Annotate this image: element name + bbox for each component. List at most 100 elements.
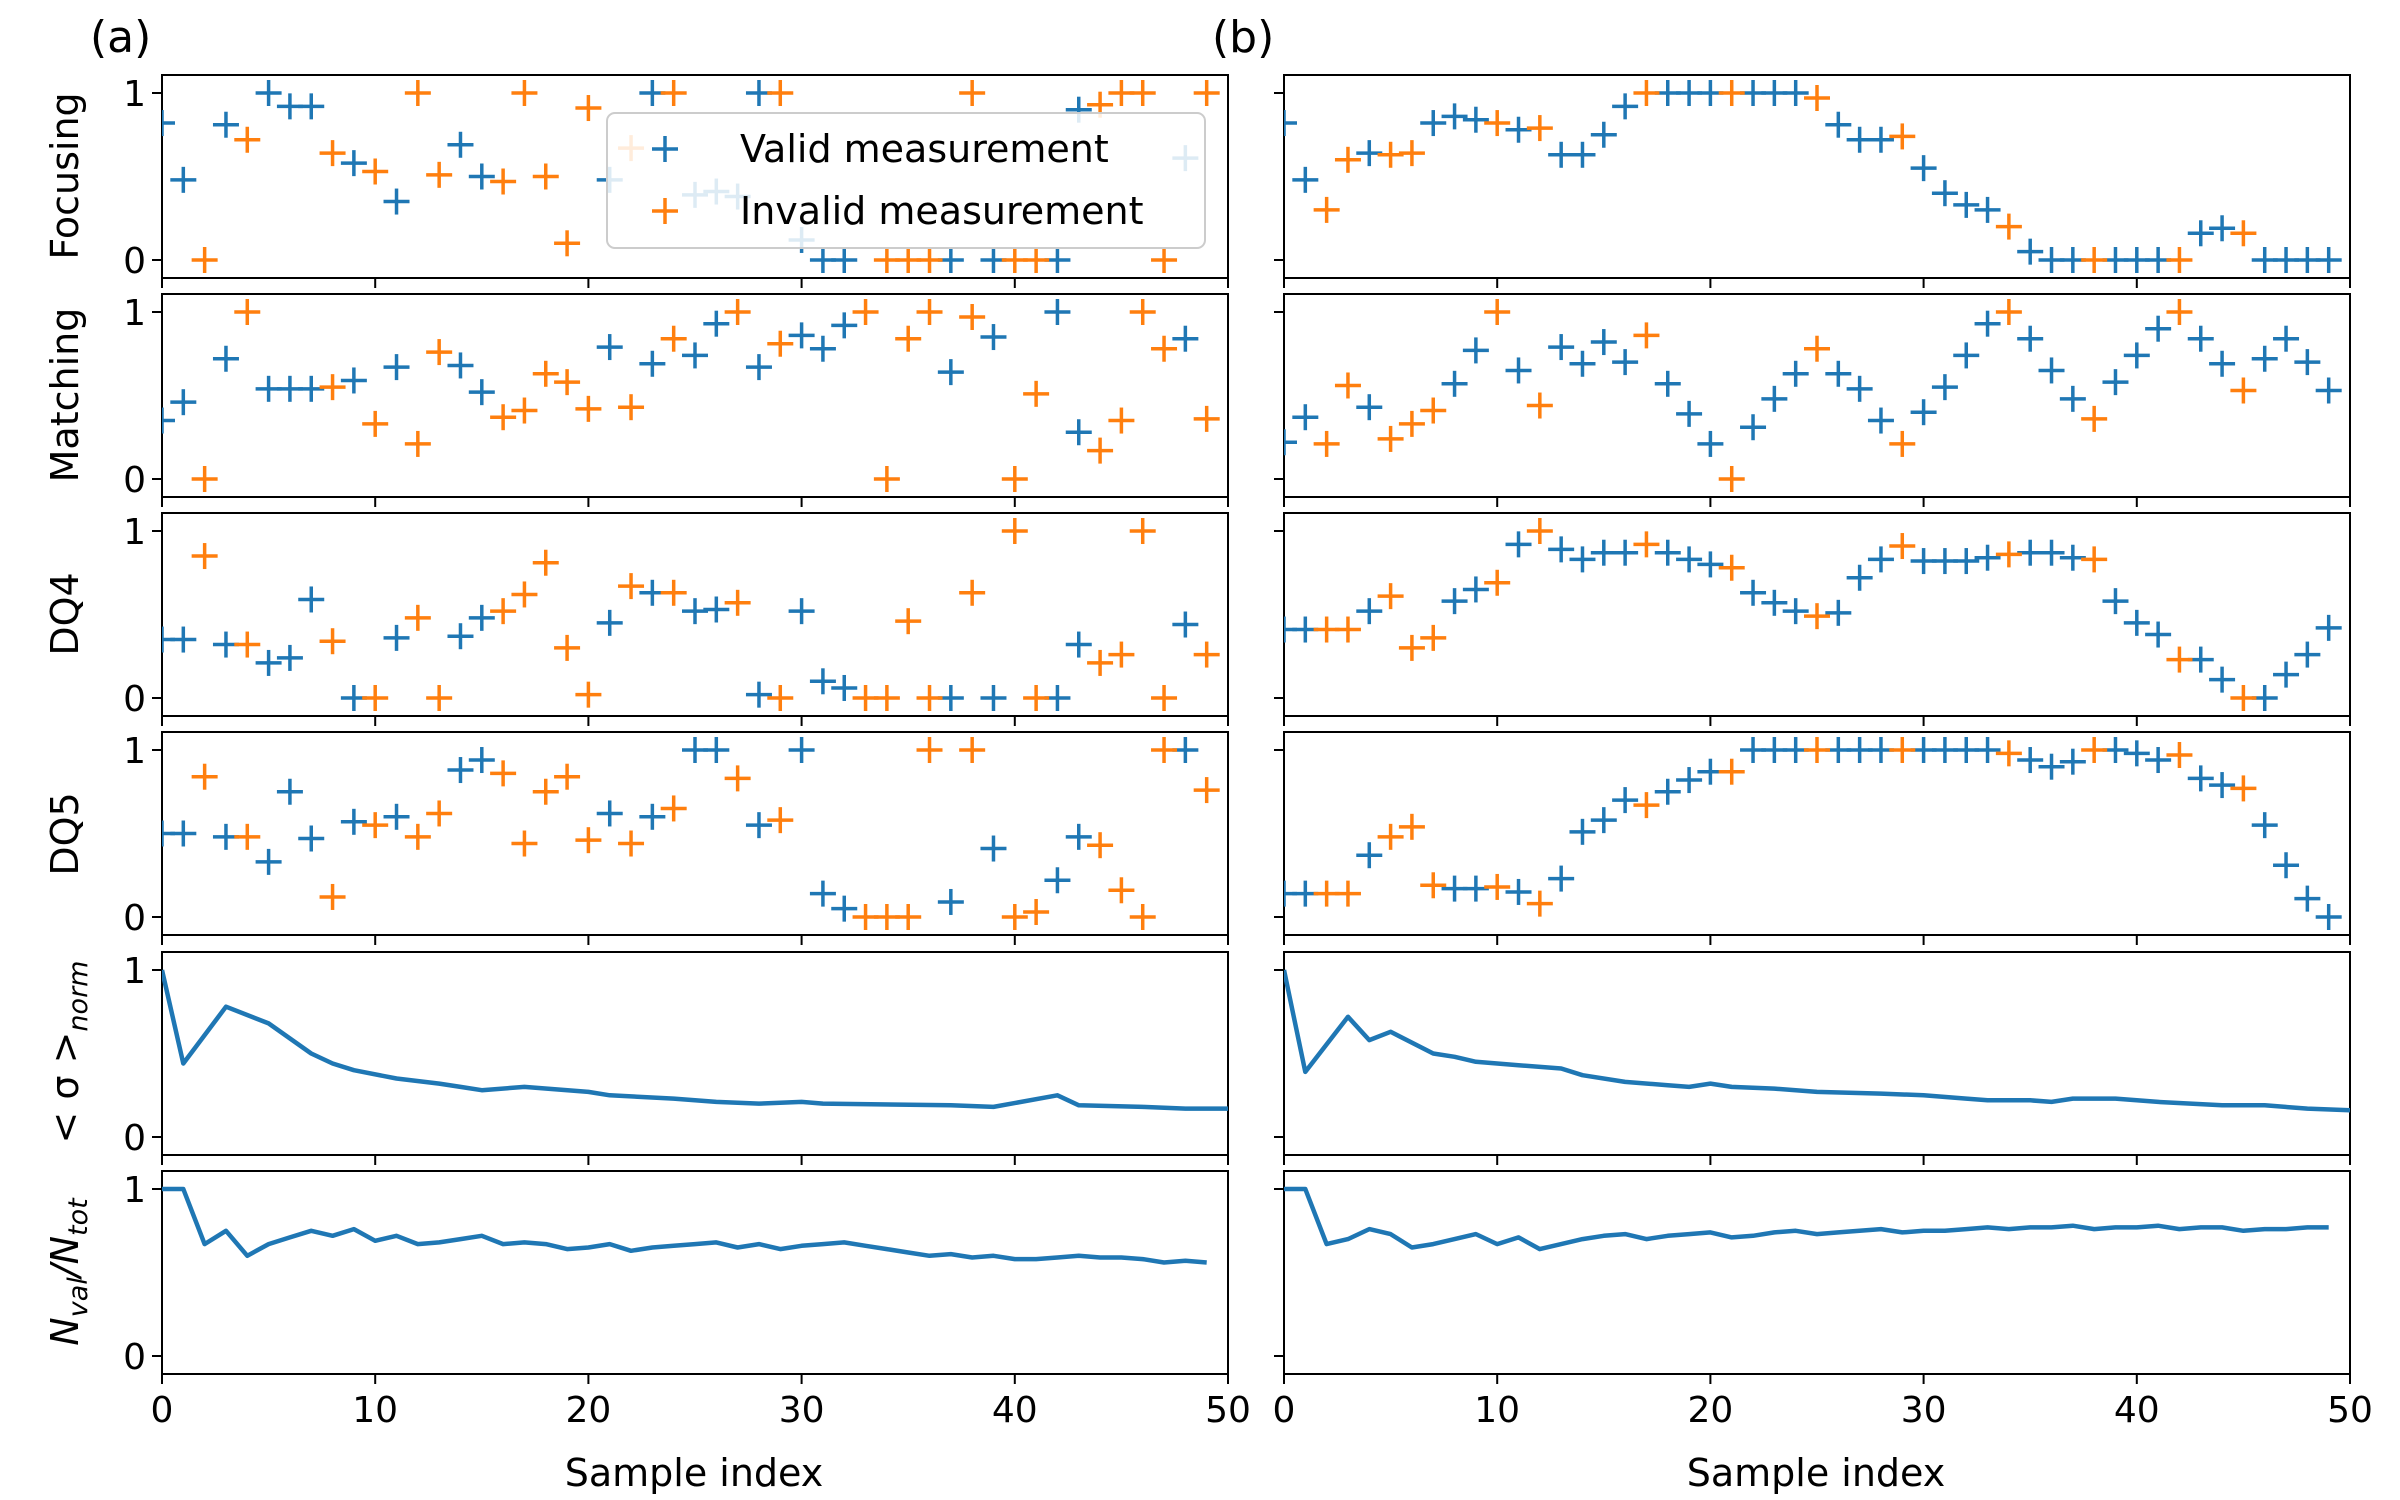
invalid-point	[873, 466, 900, 492]
invalid-point	[575, 395, 602, 422]
subplot-b-dq5	[1274, 731, 2351, 945]
invalid-point	[1087, 649, 1114, 676]
valid-point	[1462, 337, 1489, 364]
panel-label-b: (b)	[1212, 12, 1274, 63]
invalid-point	[1001, 518, 1028, 544]
valid-point	[1676, 400, 1703, 427]
valid-point	[2038, 539, 2065, 566]
invalid-point	[191, 763, 218, 790]
valid-point	[1548, 536, 1575, 563]
invalid-point	[426, 685, 453, 711]
valid-point	[1782, 598, 1809, 625]
valid-point	[1867, 407, 1894, 434]
invalid-point	[362, 685, 389, 711]
ylabel-n-main: N	[43, 1317, 87, 1345]
valid-point	[1548, 334, 1575, 361]
invalid-point	[1377, 583, 1404, 610]
y-tick-label: 0	[123, 679, 146, 720]
valid-point	[276, 644, 303, 671]
valid-point	[745, 681, 772, 708]
valid-point	[447, 623, 474, 650]
subplot-b-matching	[1274, 293, 2351, 507]
invalid-point	[1377, 425, 1404, 452]
invalid-point	[767, 80, 794, 106]
invalid-point	[532, 163, 559, 190]
invalid-point	[1889, 123, 1916, 150]
invalid-point	[660, 80, 687, 106]
legend-label-invalid: Invalid measurement	[740, 189, 1144, 233]
valid-point	[2187, 220, 2214, 247]
invalid-point	[2081, 737, 2108, 763]
invalid-point	[1718, 554, 1745, 581]
x-tick-label: 10	[352, 1390, 398, 1431]
valid-point	[1676, 546, 1703, 573]
invalid-point	[2166, 646, 2193, 673]
valid-point	[1292, 166, 1319, 193]
valid-point	[2251, 345, 2278, 372]
invalid-point	[1633, 322, 1660, 349]
invalid-point	[575, 827, 602, 854]
invalid-point	[1151, 247, 1178, 273]
ylabel-focusing: Focusing	[43, 92, 87, 259]
invalid-point	[1193, 641, 1220, 668]
x-tick-label: 30	[779, 1390, 825, 1431]
ylabel-sigma-main: < σ >	[43, 1032, 87, 1144]
invalid-point	[554, 369, 581, 396]
valid-point	[255, 649, 282, 676]
invalid-point	[490, 168, 517, 195]
invalid-point	[1129, 299, 1156, 325]
axes-frame-b-dq5	[1283, 731, 2351, 936]
valid-point	[2209, 772, 2236, 799]
valid-point	[468, 604, 495, 631]
invalid-point	[916, 737, 943, 763]
invalid-point	[234, 299, 261, 325]
invalid-point	[1129, 80, 1156, 106]
valid-point	[1569, 141, 1596, 168]
invalid-point	[1718, 80, 1745, 106]
x-tick-label: 20	[565, 1390, 611, 1431]
y-tick-label: 0	[123, 241, 146, 282]
y-tick-label: 0	[123, 1118, 146, 1159]
data-layer-b-dq4	[1284, 518, 2342, 711]
invalid-point	[1398, 634, 1425, 661]
invalid-point	[2166, 247, 2193, 273]
valid-point	[276, 778, 303, 805]
invalid-point	[2166, 742, 2193, 769]
invalid-point	[404, 430, 431, 457]
valid-point	[788, 737, 815, 763]
invalid-point	[2230, 685, 2257, 711]
data-layer-b-sigma-norm	[1284, 969, 2350, 1113]
valid-point	[831, 895, 858, 922]
valid-point	[1612, 93, 1639, 120]
valid-point	[170, 389, 197, 416]
valid-point	[1825, 599, 1852, 626]
valid-point	[831, 312, 858, 339]
valid-point	[2123, 342, 2150, 369]
valid-point	[1420, 110, 1447, 137]
invalid-point	[1633, 80, 1660, 106]
invalid-point	[1995, 213, 2022, 240]
valid-point	[703, 596, 730, 623]
invalid-point	[1526, 392, 1553, 419]
y-tick-label: 0	[123, 460, 146, 501]
invalid-point	[490, 760, 517, 787]
valid-point	[1740, 414, 1767, 441]
valid-point	[2038, 753, 2065, 780]
valid-point	[447, 352, 474, 379]
invalid-point	[1484, 569, 1511, 596]
ylabel-dq4: DQ4	[43, 572, 87, 655]
valid-point	[788, 598, 815, 625]
valid-point	[2315, 247, 2342, 273]
invalid-point	[1334, 880, 1361, 907]
invalid-point	[1804, 603, 1830, 630]
valid-point	[1931, 180, 1958, 207]
invalid-point	[2081, 546, 2108, 573]
data-layer-b-nval-ntot	[1284, 1186, 2329, 1252]
data-layer-b-matching	[1284, 299, 2342, 492]
valid-point	[596, 800, 623, 827]
valid-point	[831, 247, 858, 273]
valid-point	[1284, 429, 1297, 456]
invalid-point	[959, 579, 986, 606]
invalid-point	[873, 685, 900, 711]
x-tick-label: 40	[992, 1390, 1038, 1431]
